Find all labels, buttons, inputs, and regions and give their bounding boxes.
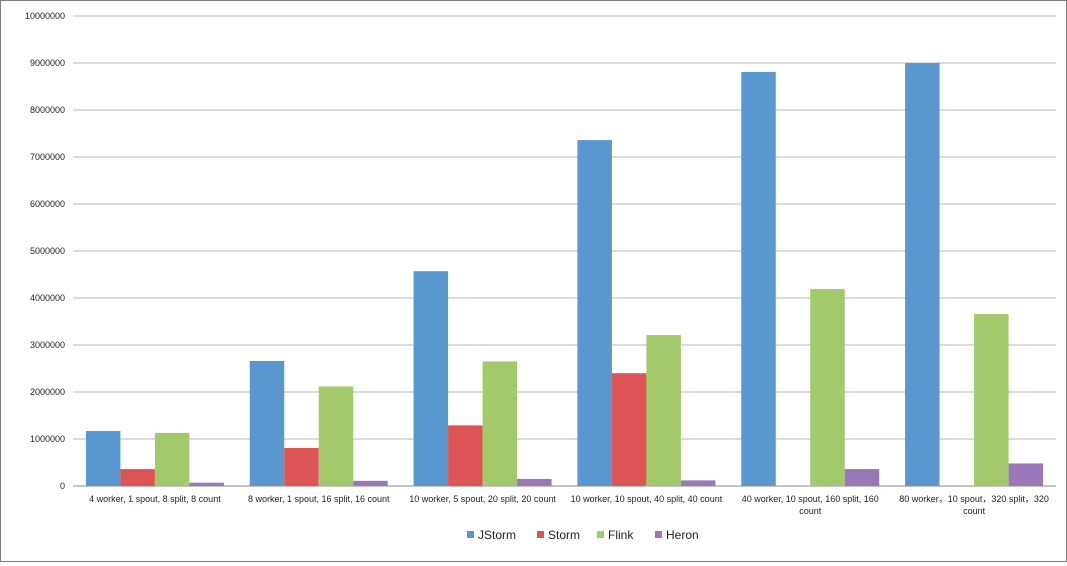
legend-swatch [537,531,544,538]
bar-storm [284,447,319,486]
legend-item-heron: Heron [655,528,699,542]
x-tick-label: 4 worker, 1 spout, 8 split, 8 count [89,494,221,504]
bar-jstorm [577,140,612,486]
y-tick-label: 8000000 [30,105,65,115]
legend-swatch [467,531,474,538]
bar-heron [189,482,224,486]
bar-heron [517,478,552,486]
y-tick-label: 3000000 [30,340,65,350]
x-tick-label: 10 worker, 5 spout, 20 split, 20 count [409,494,556,504]
bar-storm [120,469,155,486]
x-axis-tick-labels: 4 worker, 1 spout, 8 split, 8 count 8 wor… [89,494,1049,516]
y-tick-label: 1000000 [30,434,65,444]
bar-heron [844,469,880,486]
bar-jstorm [249,360,285,486]
y-tick-label: 7000000 [30,152,65,162]
y-tick-label: 10000000 [25,11,65,21]
y-tick-label: 9000000 [30,58,65,68]
x-tick-label: 10 worker, 10 spout, 40 split, 40 count [571,494,723,504]
bar-jstorm [741,71,776,487]
legend-item-flink: Flink [597,528,634,542]
legend-label: Storm [548,528,580,542]
bar-flink [482,361,518,486]
y-axis-tick-labels: 0 1000000 2000000 3000000 4000000 5000000 6000… [25,11,65,491]
y-tick-label: 0 [60,481,65,491]
x-tick-label: 80 worker，10 spout，320 split，320 count [899,494,1049,516]
x-tick-label: 8 worker, 1 spout, 16 split, 16 count [248,494,390,504]
y-tick-label: 6000000 [30,199,65,209]
bar-flink [154,432,190,486]
bar-jstorm [85,431,121,486]
gridlines [73,15,1056,487]
legend-item-jstorm: JStorm [467,528,516,542]
bar-jstorm [905,63,940,486]
y-tick-label: 2000000 [30,387,65,397]
bar-heron [353,480,388,486]
legend-label: Flink [608,528,634,542]
x-tick-label: 40 worker, 10 spout, 160 split, 160 count [742,494,879,516]
y-tick-label: 5000000 [30,246,65,256]
legend-swatch [655,531,662,538]
legend: JStorm Storm Flink Heron [467,528,699,542]
y-tick-label: 4000000 [30,293,65,303]
legend-label: Heron [666,528,699,542]
bar-heron [1008,463,1044,486]
legend-item-storm: Storm [537,528,580,542]
bar-heron [680,480,716,486]
bar-flink [318,386,354,486]
bar-storm [448,425,483,486]
legend-label: JStorm [478,528,516,542]
bar-storm [611,373,647,486]
bar-flink [810,289,845,486]
bar-flink [646,335,681,486]
bar-flink [974,313,1009,486]
legend-swatch [597,531,604,538]
bars [85,63,1044,487]
bar-jstorm [413,271,449,486]
